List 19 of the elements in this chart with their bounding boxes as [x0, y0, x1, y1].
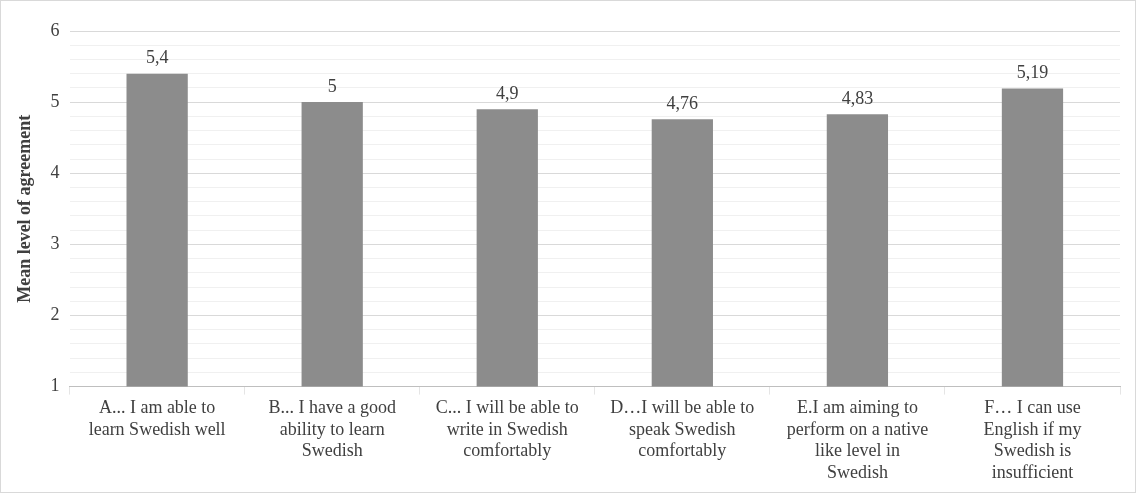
- data-label: 4,83: [841, 87, 874, 108]
- y-tick-label: 2: [50, 304, 60, 325]
- y-tick-label: 4: [50, 161, 60, 182]
- y-tick-label: 6: [50, 19, 60, 40]
- data-label: 5,19: [1016, 62, 1049, 83]
- data-label: 5: [327, 75, 337, 96]
- y-tick-label: 5: [50, 90, 60, 111]
- data-label: 4,9: [496, 82, 519, 103]
- x-tick-label: F… I can use English if my Swedish is insufficient: [983, 397, 1082, 482]
- x-tick-label: B... I have a good ability to learn Swedish: [268, 397, 396, 461]
- x-tick-label: D…I will be able to speak Swedish comfortably: [610, 397, 755, 461]
- y-tick-label: 1: [50, 375, 60, 396]
- data-label: 4,76: [666, 92, 699, 113]
- y-tick-label: 3: [50, 233, 60, 254]
- x-tick-label: A... I am able to learn Swedish well: [88, 397, 226, 439]
- y-axis-title: Mean level of agreement: [14, 114, 35, 303]
- data-label: 5,4: [145, 47, 169, 68]
- x-tick-label: E.I am aiming to perform on a native like level in Swedish: [786, 397, 929, 482]
- x-tick-label: C... I will be able to write in Swedish comfortably: [435, 397, 579, 461]
